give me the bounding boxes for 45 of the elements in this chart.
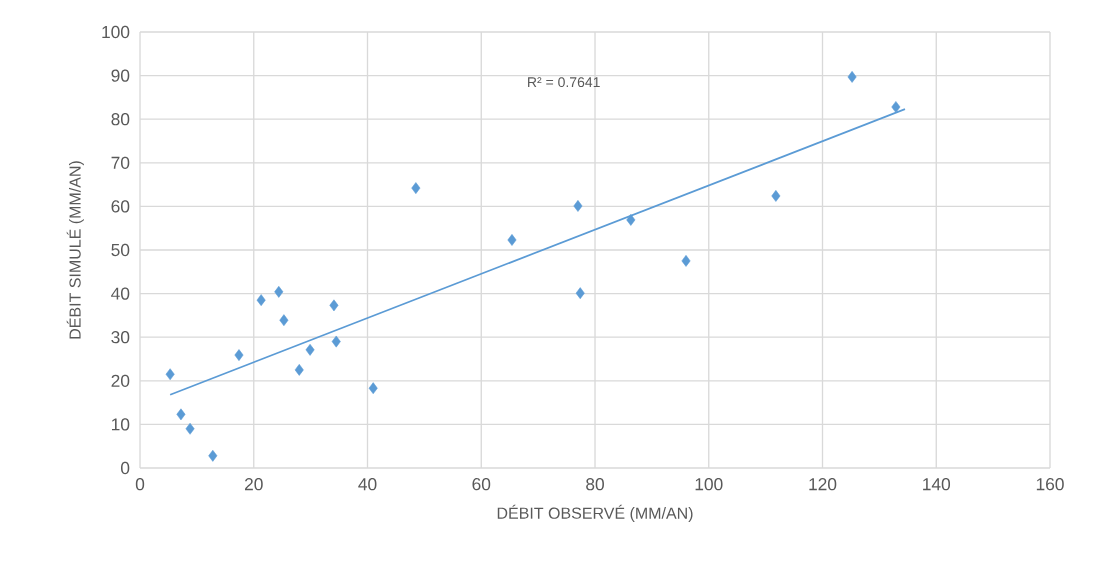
- point: [305, 343, 315, 356]
- point: [681, 255, 691, 267]
- y-tick-label: 0: [120, 461, 130, 475]
- point: [176, 408, 186, 421]
- y-tick-label: 30: [111, 331, 130, 344]
- y-tick-label: 90: [111, 69, 130, 82]
- point: [573, 200, 583, 212]
- point: [279, 314, 289, 327]
- x-tick-label: 80: [586, 478, 604, 491]
- point: [368, 382, 378, 395]
- point: [208, 449, 218, 462]
- x-tick-label: 160: [1036, 478, 1064, 491]
- x-tick-label: 100: [695, 478, 723, 491]
- point: [847, 71, 857, 83]
- y-tick-label: 50: [111, 243, 130, 257]
- point: [256, 294, 266, 307]
- y-tick-label: 100: [102, 25, 130, 39]
- point: [274, 285, 284, 298]
- y-tick-label: 80: [111, 113, 130, 126]
- point: [165, 368, 175, 381]
- y-tick-label: 40: [111, 287, 130, 300]
- point: [234, 349, 244, 361]
- point: [331, 335, 341, 348]
- y-tick-label: 70: [111, 156, 130, 169]
- x-axis-title: DÉBIT OBSERVÉ (MM/AN): [497, 504, 693, 522]
- x-tick-label: 20: [244, 478, 263, 491]
- point: [507, 234, 517, 246]
- point: [575, 287, 585, 300]
- point: [626, 214, 636, 226]
- x-tick-label: 140: [923, 478, 951, 491]
- y-tick-label: 10: [112, 418, 130, 431]
- y-axis-title: DÉBIT SIMULÉ (MM/AN): [66, 161, 84, 339]
- x-tick-label: 40: [358, 478, 377, 491]
- x-tick-label: 60: [472, 478, 491, 491]
- y-tick-label: 60: [111, 200, 130, 213]
- y-tick-label: 20: [111, 374, 130, 387]
- x-tick-label: 120: [809, 478, 837, 491]
- annotation: R² = 0.7641: [528, 77, 600, 88]
- point: [185, 422, 195, 435]
- point: [891, 101, 901, 113]
- point: [329, 299, 339, 312]
- point: [411, 182, 421, 194]
- x-tick-label: 0: [135, 478, 145, 491]
- point: [294, 364, 304, 376]
- point: [771, 190, 781, 202]
